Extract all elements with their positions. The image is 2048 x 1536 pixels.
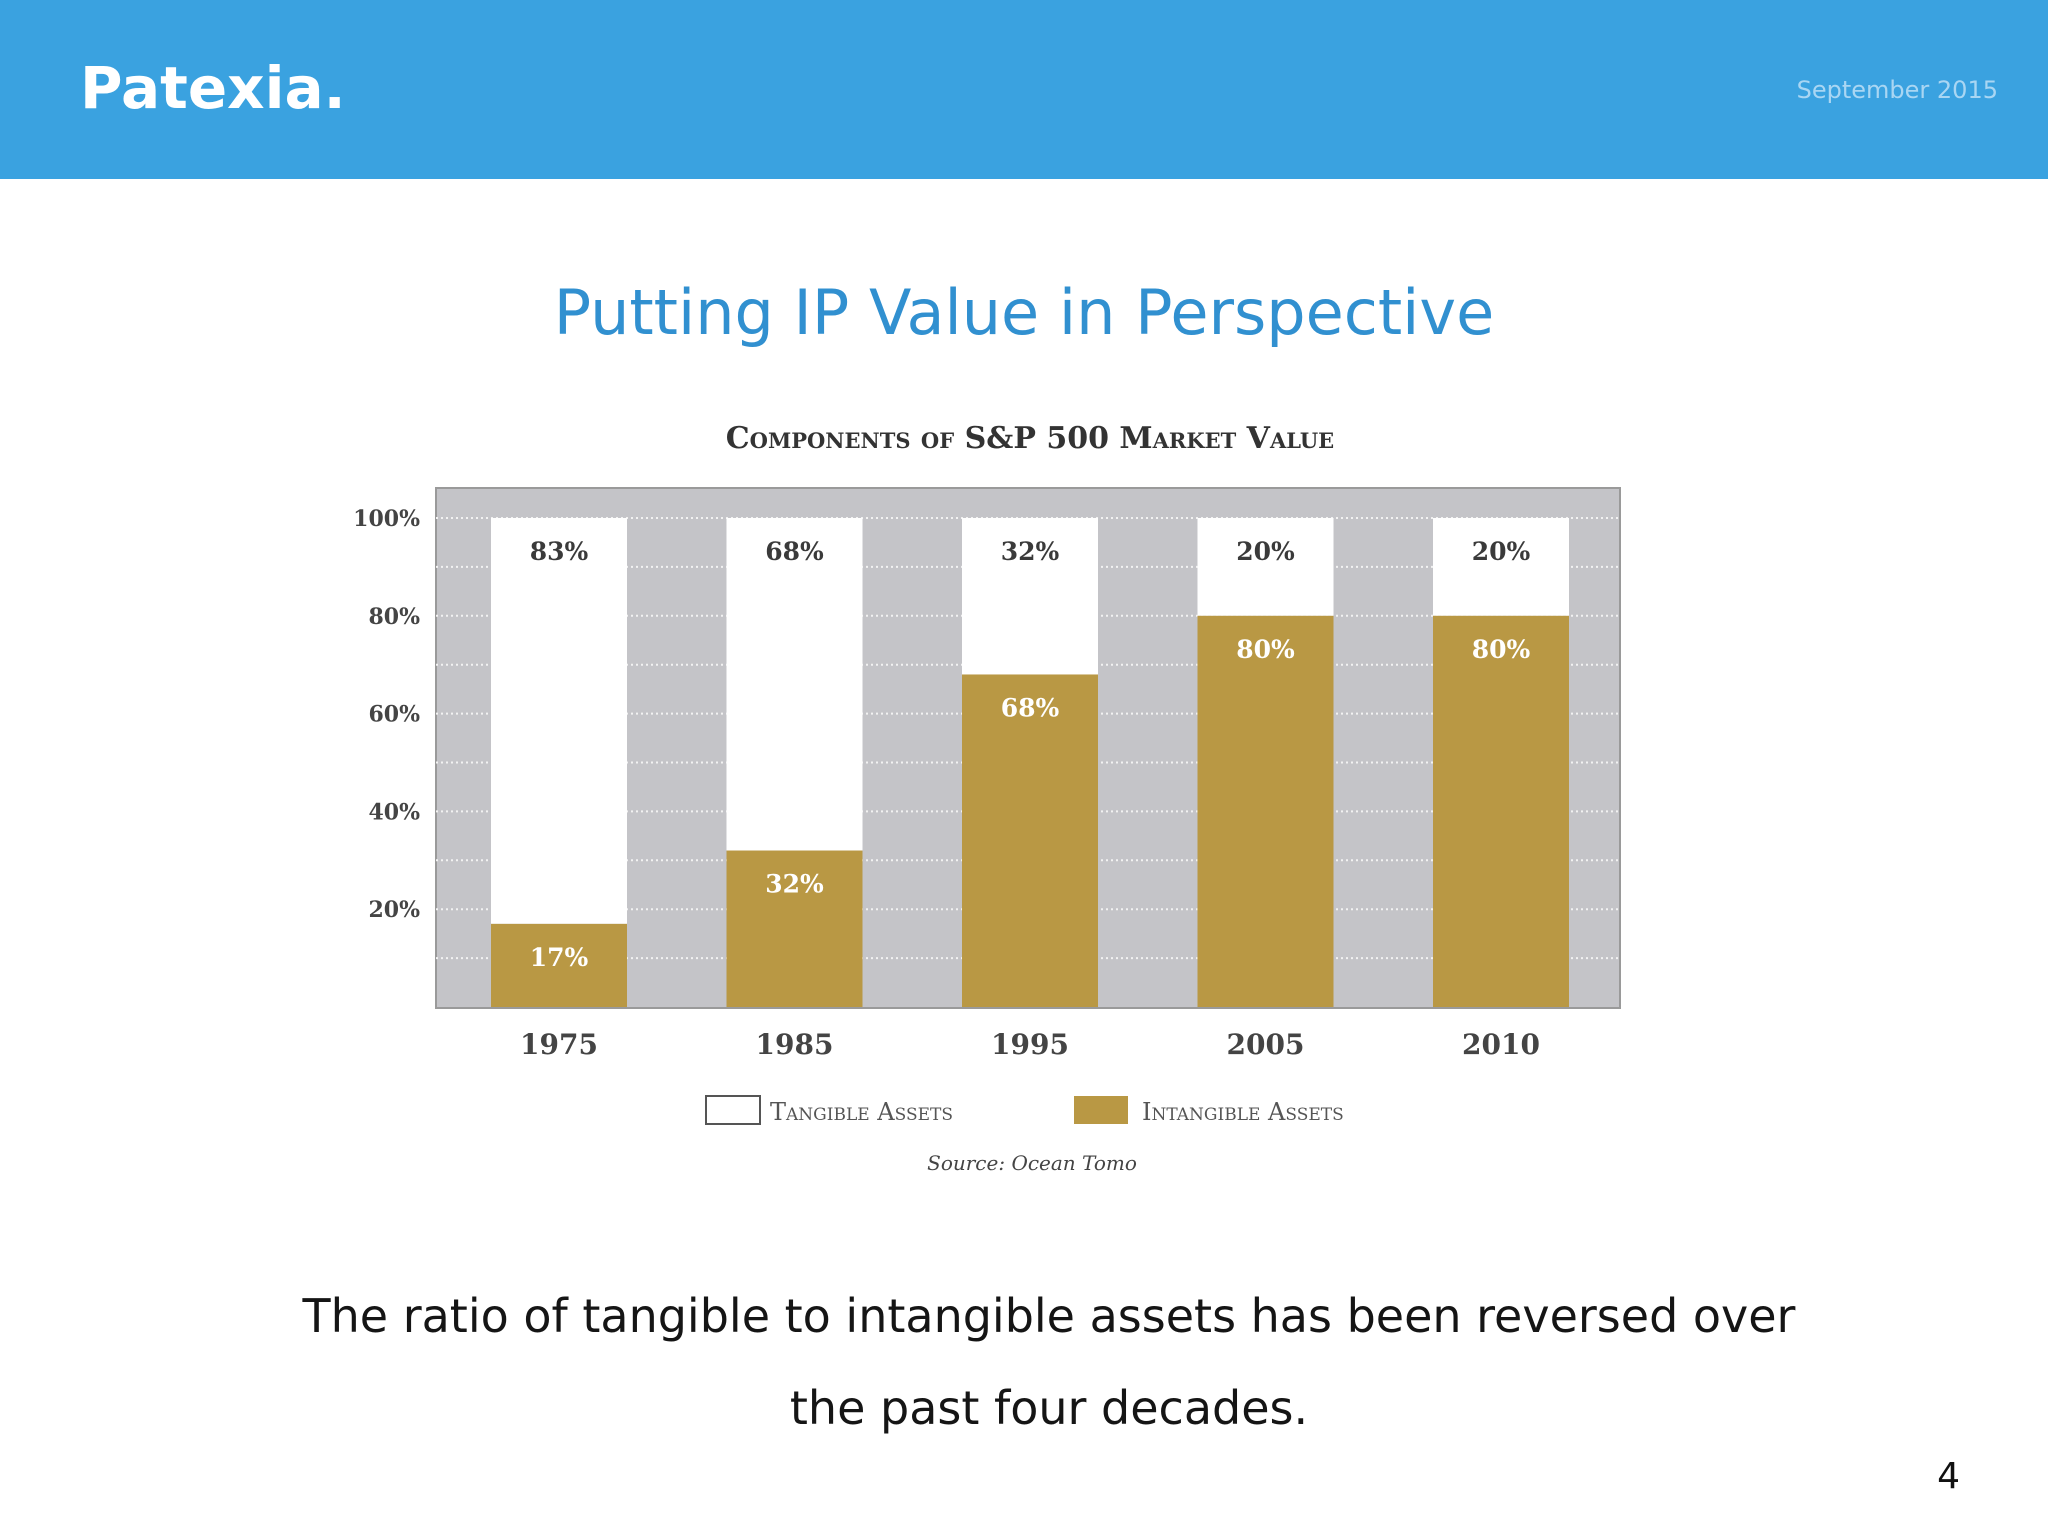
data-label-tangible: 68% [765,537,824,566]
data-label-tangible: 20% [1472,537,1531,566]
y-tick-label: 80% [368,604,420,630]
data-label-tangible: 83% [530,537,589,566]
caption-line-1: The ratio of tangible to intangible asse… [302,1289,1796,1343]
header-bar: Patexia. September 2015 [0,0,2048,179]
bar-tangible [491,518,627,924]
data-label-tangible: 32% [1001,537,1060,566]
data-label-intangible: 80% [1236,635,1295,664]
slide-title: Putting IP Value in Perspective [553,276,1495,349]
x-tick-label: 1975 [520,1028,598,1061]
stacked-bar-chart: Components of S&P 500 Market Value 20% 40… [353,421,1621,1175]
legend-label-intangible: Intangible Assets [1142,1098,1344,1126]
bar-tangible [1433,518,1569,616]
page-number: 4 [1937,1456,1960,1497]
caption-line-2: the past four decades. [789,1381,1309,1435]
x-tick-label: 2010 [1462,1028,1540,1061]
bar-tangible [1197,518,1334,616]
slide-caption: The ratio of tangible to intangible asse… [0,1270,2048,1454]
y-tick-label: 60% [368,702,420,728]
header-date: September 2015 [1796,76,1998,104]
x-tick-label: 1995 [991,1028,1069,1061]
chart-title: Components of S&P 500 Market Value [726,421,1334,456]
data-label-intangible: 17% [530,943,589,972]
bar-intangible [1433,615,1569,1007]
data-label-intangible: 68% [1001,693,1060,722]
x-tick-label: 1985 [756,1028,834,1061]
chart-source: Source: Ocean Tomo [927,1151,1137,1175]
bar-intangible [1197,615,1334,1007]
brand-logo: Patexia. [80,54,346,122]
bar-intangible [962,674,1098,1007]
data-label-intangible: 32% [765,870,824,899]
data-label-tangible: 20% [1236,537,1295,566]
legend-swatch-tangible [705,1095,761,1125]
legend-label-tangible: Tangible Assets [770,1098,953,1126]
data-label-intangible: 80% [1472,635,1531,664]
bar-tangible [962,518,1098,675]
y-tick-label: 40% [368,799,420,825]
y-tick-label: 20% [368,897,420,923]
bar-intangible [491,923,627,1007]
legend-swatch-intangible [1074,1096,1128,1124]
x-tick-label: 2005 [1227,1028,1305,1061]
bar-intangible [726,850,863,1007]
y-tick-label: 100% [353,506,420,532]
bar-tangible [726,518,863,851]
